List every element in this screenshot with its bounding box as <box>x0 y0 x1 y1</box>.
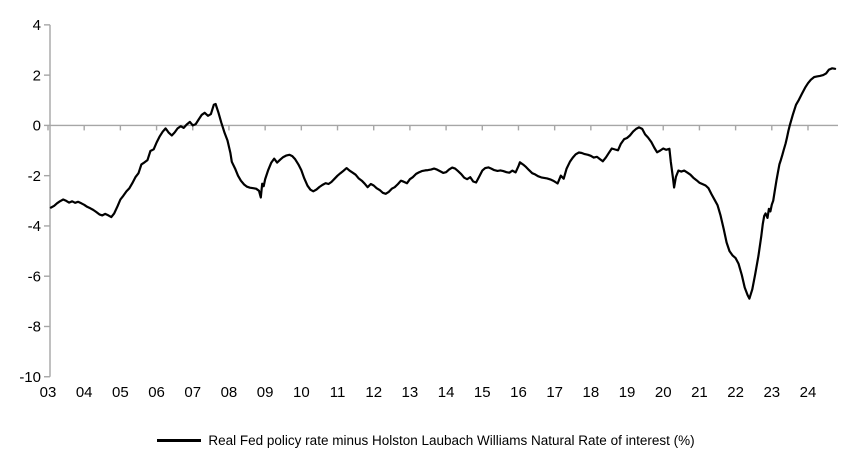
x-tick-label: 20 <box>655 384 672 401</box>
x-tick-label: 18 <box>583 384 600 401</box>
x-tick-label: 24 <box>800 384 817 401</box>
x-tick-label: 06 <box>148 384 165 401</box>
y-tick-label: -4 <box>28 218 41 235</box>
x-tick-label: 04 <box>76 384 93 401</box>
y-tick-label: -8 <box>28 319 41 336</box>
x-tick-label: 03 <box>40 384 57 401</box>
x-tick-label: 14 <box>438 384 455 401</box>
legend-line-swatch <box>157 439 202 442</box>
x-tick-label: 05 <box>112 384 129 401</box>
y-axis: 4 2 0 -2 -4 -6 -8 -10 <box>19 17 51 386</box>
x-tick-label: 09 <box>257 384 274 401</box>
x-tick-label: 11 <box>330 384 346 401</box>
y-tick-label: 0 <box>33 118 41 135</box>
x-tick-label: 15 <box>474 384 491 401</box>
x-axis: 03 04 05 06 07 08 09 10 11 12 13 14 15 16 17 18 19 20 21 22… <box>40 125 817 401</box>
legend-label: Real Fed policy rate minus Holston Lauba… <box>208 433 695 448</box>
x-tick-label: 23 <box>763 384 780 401</box>
y-tick-label: -10 <box>19 369 41 386</box>
x-tick-label: 21 <box>691 384 708 401</box>
y-tick-label: -2 <box>28 168 41 185</box>
x-tick-label: 13 <box>402 384 419 401</box>
y-tick-label: 4 <box>33 17 41 34</box>
x-tick-label: 17 <box>546 384 563 401</box>
x-tick-label: 08 <box>221 384 238 401</box>
x-tick-label: 22 <box>727 384 744 401</box>
x-tick-label: 07 <box>184 384 201 401</box>
x-tick-label: 10 <box>293 384 310 401</box>
legend: Real Fed policy rate minus Holston Lauba… <box>0 433 852 448</box>
x-tick-label: 12 <box>365 384 382 401</box>
x-tick-label: 16 <box>510 384 527 401</box>
x-tick-label: 19 <box>619 384 636 401</box>
y-tick-label: 2 <box>33 67 41 84</box>
series-line <box>49 67 837 300</box>
y-tick-label: -6 <box>28 268 41 285</box>
